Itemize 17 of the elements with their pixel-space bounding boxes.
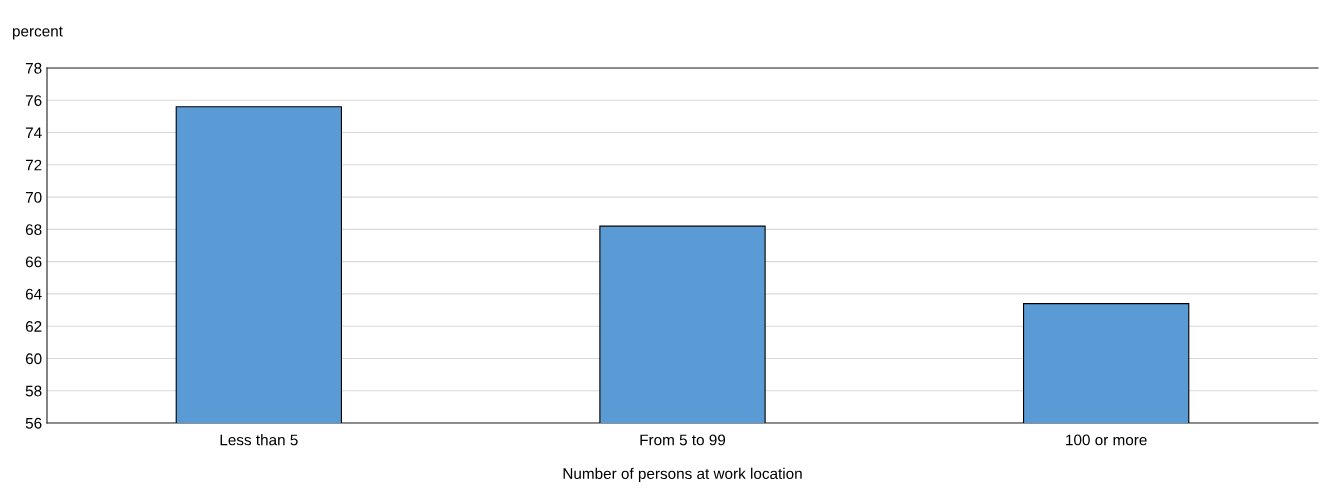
y-tick-label: 64 bbox=[25, 288, 42, 300]
y-tick-label: 74 bbox=[25, 127, 42, 139]
y-tick-label: 72 bbox=[25, 159, 42, 171]
y-tick-label: 66 bbox=[25, 256, 42, 268]
y-tick-label: 70 bbox=[25, 191, 42, 203]
x-axis-title: Number of persons at work location bbox=[563, 467, 802, 483]
x-tick-label: 100 or more bbox=[1066, 434, 1147, 446]
y-tick-label: 58 bbox=[25, 385, 42, 397]
y-tick-label: 62 bbox=[25, 321, 42, 332]
x-tick-label: From 5 to 99 bbox=[640, 434, 726, 446]
y-tick-label: 60 bbox=[25, 353, 42, 365]
y-tick-label: 78 bbox=[25, 62, 42, 74]
y-axis-title: percent bbox=[12, 26, 63, 40]
y-tick-label: 68 bbox=[25, 224, 42, 236]
y-tick-label: 76 bbox=[25, 95, 42, 106]
x-tick-label: Less than 5 bbox=[220, 434, 298, 446]
y-tick-label: 56 bbox=[25, 417, 42, 429]
